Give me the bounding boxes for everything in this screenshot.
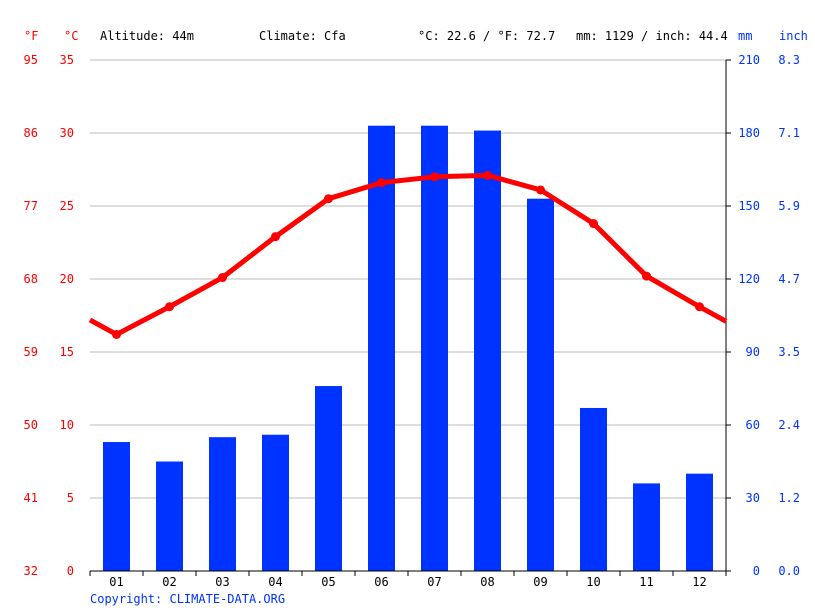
average-temperature-label: °C: 22.6 / °F: 72.7 — [418, 29, 555, 43]
temperature-line — [88, 170, 728, 339]
temperature-point — [430, 172, 439, 182]
celsius-unit-label: °C — [64, 29, 78, 43]
temperature-point — [695, 302, 704, 312]
axes — [89, 59, 731, 576]
temperature-point — [165, 302, 174, 312]
month-label: 02 — [162, 575, 176, 589]
celsius-tick-label: 20 — [60, 272, 74, 286]
celsius-tick-label: 35 — [60, 53, 74, 67]
precipitation-bar — [527, 198, 554, 571]
month-label: 06 — [374, 575, 388, 589]
precipitation-bar — [209, 437, 236, 571]
precipitation-bar — [315, 386, 342, 571]
mm-tick-label: 180 — [738, 126, 760, 140]
precipitation-bar — [686, 473, 713, 571]
precipitation-bar — [262, 434, 289, 571]
temperature-point — [589, 219, 598, 229]
inch-tick-label: 7.1 — [778, 126, 800, 140]
celsius-tick-label: 30 — [60, 126, 74, 140]
month-label: 01 — [109, 575, 123, 589]
mm-tick-label: 60 — [746, 418, 760, 432]
month-label: 08 — [480, 575, 494, 589]
copyright-text: Copyright: CLIMATE-DATA.ORG — [90, 592, 286, 606]
inch-tick-label: 2.4 — [778, 418, 800, 432]
month-label: 05 — [321, 575, 335, 589]
mm-tick-label: 90 — [746, 345, 760, 359]
inch-tick-label: 4.7 — [778, 272, 800, 286]
fahrenheit-tick-label: 32 — [24, 564, 38, 578]
tick-labels: 32 0 0 0.041 5 30 1.250 10 60 2.459 15 90 3.568 20 120… — [24, 53, 800, 589]
celsius-tick-label: 10 — [60, 418, 74, 432]
month-label: 10 — [586, 575, 600, 589]
celsius-tick-label: 0 — [67, 564, 74, 578]
mm-tick-label: 210 — [738, 53, 760, 67]
inch-tick-label: 1.2 — [778, 491, 800, 505]
celsius-tick-label: 15 — [60, 345, 74, 359]
fahrenheit-tick-label: 77 — [24, 199, 38, 213]
fahrenheit-tick-label: 59 — [24, 345, 38, 359]
mm-tick-label: 0 — [753, 564, 760, 578]
fahrenheit-tick-label: 86 — [24, 126, 38, 140]
temperature-point — [271, 232, 280, 242]
precipitation-bar — [103, 442, 130, 571]
temperature-series-line — [88, 172, 728, 337]
temperature-point — [324, 194, 333, 204]
inch-tick-label: 8.3 — [778, 53, 800, 67]
celsius-tick-label: 5 — [67, 491, 74, 505]
mm-tick-label: 120 — [738, 272, 760, 286]
inch-unit-label: inch — [779, 29, 808, 43]
temperature-point — [483, 170, 492, 180]
gridlines — [90, 59, 726, 499]
altitude-label: Altitude: 44m — [100, 29, 194, 43]
month-label: 04 — [268, 575, 282, 589]
fahrenheit-tick-label: 68 — [24, 272, 38, 286]
month-label: 11 — [639, 575, 653, 589]
mm-tick-label: 150 — [738, 199, 760, 213]
fahrenheit-unit-label: °F — [24, 29, 38, 43]
temperature-point — [536, 185, 545, 195]
temperature-point — [377, 178, 386, 188]
month-label: 03 — [215, 575, 229, 589]
mm-unit-label: mm — [738, 29, 752, 43]
temperature-point — [112, 329, 121, 339]
fahrenheit-tick-label: 41 — [24, 491, 38, 505]
climate-label: Climate: Cfa — [259, 29, 346, 43]
temperature-point — [642, 271, 651, 281]
inch-tick-label: 0.0 — [778, 564, 800, 578]
precipitation-bar — [474, 130, 501, 572]
precipitation-bar — [633, 483, 660, 571]
month-label: 09 — [533, 575, 547, 589]
fahrenheit-tick-label: 95 — [24, 53, 38, 67]
total-precipitation-label: mm: 1129 / inch: 44.4 — [576, 29, 728, 43]
precipitation-bar — [368, 125, 395, 571]
inch-tick-label: 3.5 — [778, 345, 800, 359]
precipitation-bar — [156, 461, 183, 571]
month-label: 07 — [427, 575, 441, 589]
precipitation-bar — [580, 407, 607, 571]
inch-tick-label: 5.9 — [778, 199, 800, 213]
month-label: 12 — [692, 575, 706, 589]
temperature-point — [218, 273, 227, 283]
fahrenheit-tick-label: 50 — [24, 418, 38, 432]
celsius-tick-label: 25 — [60, 199, 74, 213]
precipitation-bar — [421, 125, 448, 571]
precipitation-bars — [103, 125, 713, 572]
mm-tick-label: 30 — [746, 491, 760, 505]
